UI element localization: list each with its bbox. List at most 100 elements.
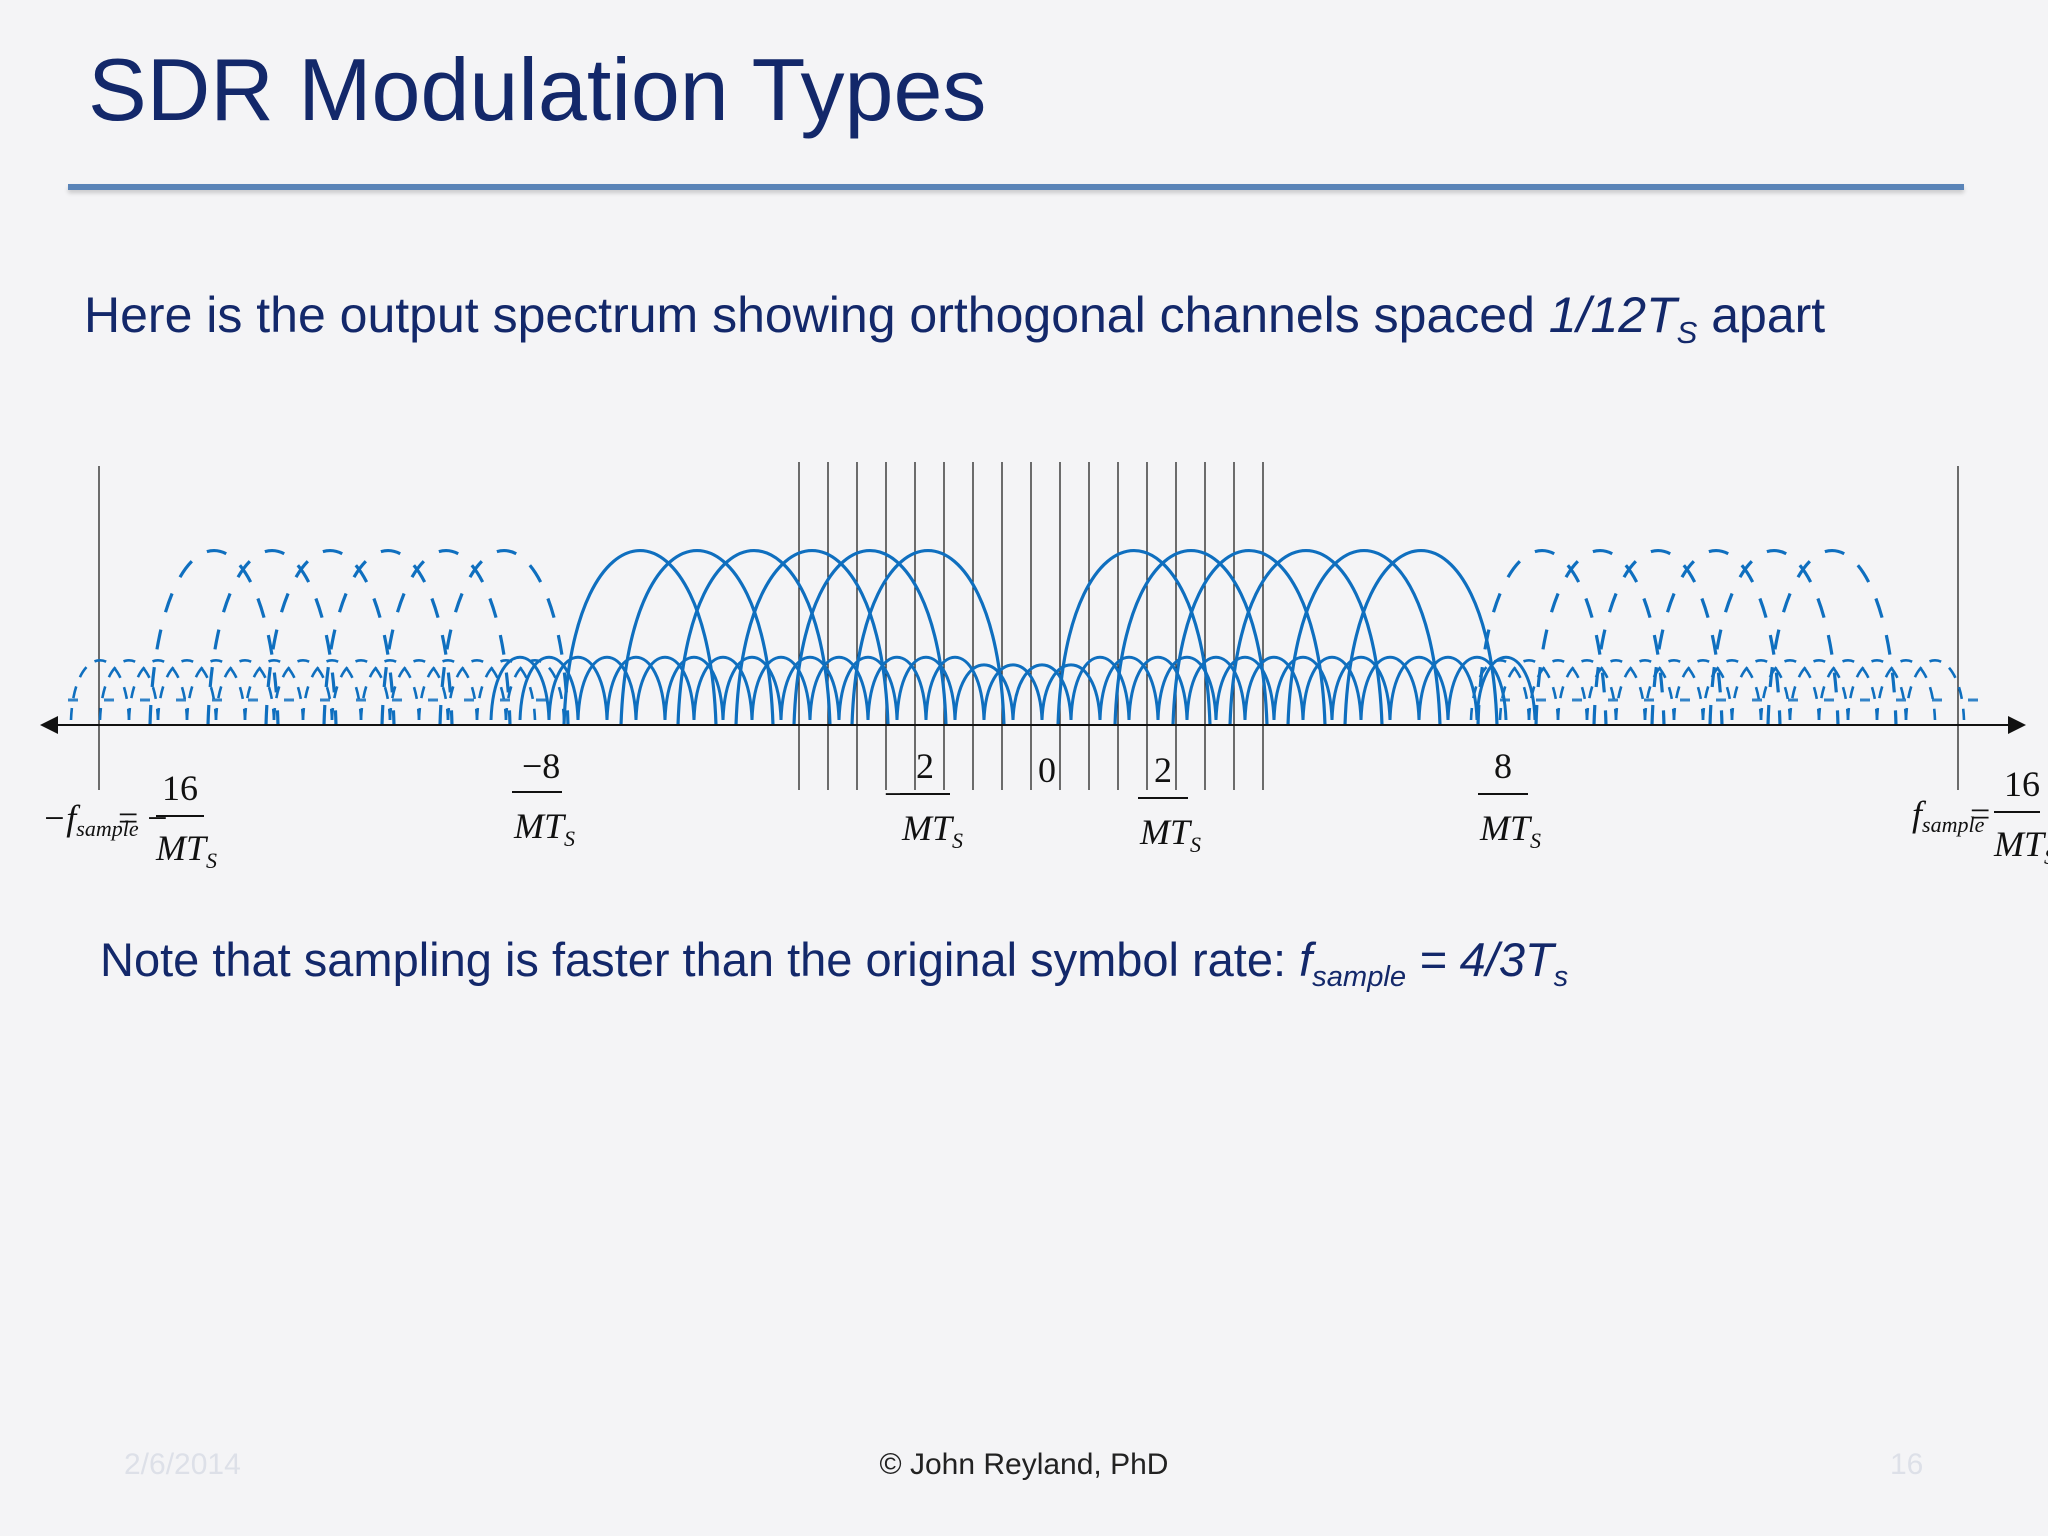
alias-lobe [148,549,280,726]
side-lobe [1127,656,1189,721]
neg2-minus: − [884,774,904,814]
side-lobe [1301,656,1363,721]
alias-side-lobe [1788,659,1850,721]
alias-side-lobe [1614,659,1676,721]
side-lobe [1185,656,1247,721]
neg-fsample-den: MTS [155,828,217,873]
main-lobe [850,549,1006,726]
main-lobe [1228,549,1384,726]
side-lobe [634,656,696,721]
alias-side-lobe [504,659,566,721]
alias-side-lobe [1672,659,1734,721]
main-lobe [676,549,832,726]
pos8-num: 8 [1494,746,1512,786]
side-lobe [692,656,754,721]
tick-label-pos-2: 2 MTS [1138,750,1201,857]
main-lobe [1171,549,1327,726]
side-lobe [1156,656,1218,721]
side-lobe [808,656,870,721]
tick-label-pos-fsample: fsample = 16 MTS [1912,764,2048,869]
alias-lobe [1650,549,1782,726]
alias-side-lobe [1498,659,1560,721]
side-lobe [750,656,812,721]
side-lobe [663,656,725,721]
neg2-num: 2 [916,746,934,786]
alias-side-lobe [127,659,189,721]
alias-side-lobe [1643,659,1705,721]
channel-spectra [68,549,1995,726]
intro-text: Here is the output spectrum showing orth… [84,286,1825,351]
alias-lobe [206,549,338,726]
alias-side-lobe [359,659,421,721]
note-f: fsample = 4/3Ts [1299,933,1569,994]
alias-side-lobe [98,659,160,721]
axis-right-arrow [2008,716,2026,734]
alias-lobe [438,549,570,726]
alias-lobe [1534,549,1666,726]
tick-label-pos-8: 8 MTS [1478,746,1541,853]
main-lobe [1286,549,1442,726]
alias-side-lobe [475,659,537,721]
alias-side-lobe [243,659,305,721]
tick-label-zero: 0 [1038,750,1056,790]
note-text: Note that sampling is faster than the or… [100,932,1568,994]
side-lobe [1214,656,1276,721]
main-lobe [562,549,718,726]
intro-suffix: apart [1697,287,1826,343]
side-lobe [1388,656,1450,721]
side-lobe [1040,663,1102,721]
pos2-den: MTS [1139,812,1201,857]
side-lobe [721,656,783,721]
alias-lobe [1592,549,1724,726]
alias-side-lobe [1701,659,1763,721]
side-lobe [779,656,841,721]
side-lobe [1011,663,1073,721]
axis-left-arrow [40,716,58,734]
main-lobe [619,549,775,726]
main-lobe [1056,549,1212,726]
tick-label-neg-2: − 2 MTS [884,746,963,853]
side-lobe [1069,656,1131,721]
slide-title: SDR Modulation Types [88,40,987,139]
alias-side-lobe [214,659,276,721]
alias-lobe [264,549,396,726]
alias-side-lobe [1527,659,1589,721]
intro-main: Here is the output spectrum showing orth… [84,287,1549,343]
pos-fsample-eq: = [1970,794,1990,834]
alias-side-lobe [1759,659,1821,721]
neg-fsample-eq: = − [118,798,168,838]
neg-fsample-num: 16 [162,768,198,808]
alias-side-lobe [1469,659,1531,721]
side-lobe [1243,656,1305,721]
alias-side-lobe [301,659,363,721]
alias-side-lobe [388,659,450,721]
title-divider [68,184,1964,190]
neg8-num: −8 [522,746,560,786]
side-lobe [1359,656,1421,721]
side-lobe [982,663,1044,721]
footer-author: © John Reyland, PhD [879,1448,1169,1481]
alias-side-lobe [1875,659,1937,721]
alias-side-lobe [272,659,334,721]
alias-side-lobe [1556,659,1618,721]
pos2-num: 2 [1154,750,1172,790]
alias-lobe [1766,549,1898,726]
neg8-den: MTS [513,806,575,851]
channel-grid-lines [98,462,1959,790]
alias-lobe [1708,549,1840,726]
main-lobe [1113,549,1269,726]
alias-side-lobe [185,659,247,721]
tick-label-neg-8: −8 MTS [512,746,575,851]
tick-label-neg-fsample: −fsample = − 16 MTS [42,768,217,873]
side-lobe [518,656,580,721]
pos-fsample-num: 16 [2004,764,2040,804]
alias-side-lobe [1846,659,1908,721]
alias-lobe [1476,549,1608,726]
alias-side-lobe [69,659,131,721]
alias-side-lobe [417,659,479,721]
side-lobe [1330,656,1392,721]
alias-side-lobe [1817,659,1879,721]
main-lobe [734,549,890,726]
neg2-den: MTS [901,808,963,853]
